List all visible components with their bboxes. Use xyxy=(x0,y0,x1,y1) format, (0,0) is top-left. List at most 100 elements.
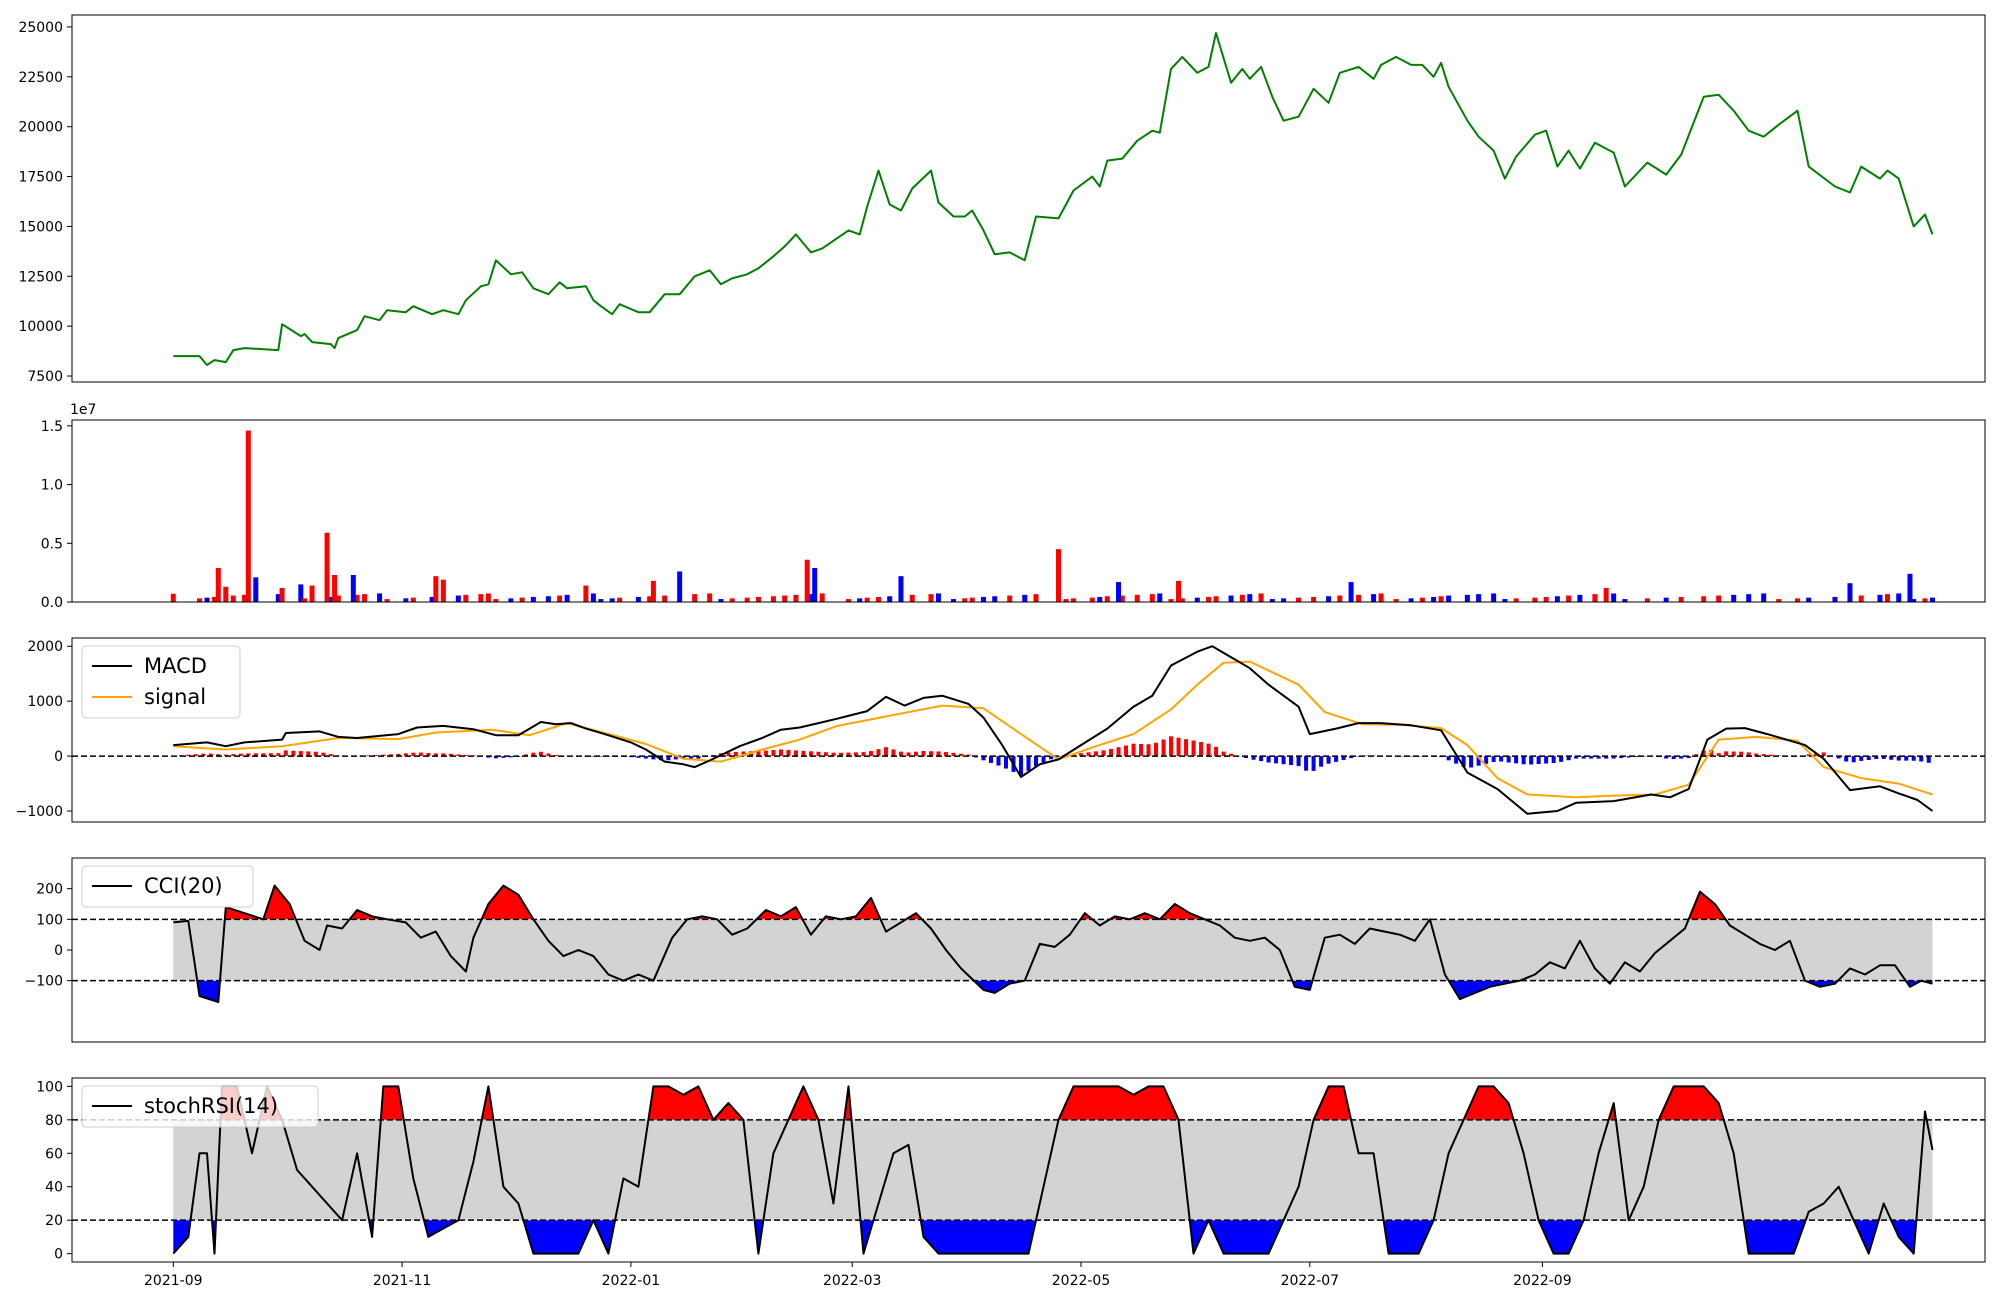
macd-histogram-bar xyxy=(1889,756,1894,760)
macd-histogram-bar xyxy=(1746,752,1751,757)
macd-histogram-bar xyxy=(388,754,393,757)
volume-bar xyxy=(1393,599,1399,602)
macd-histogram-bar xyxy=(868,751,873,757)
macd-histogram-bar xyxy=(666,756,671,761)
macd-histogram-bar xyxy=(1911,756,1916,761)
volume-bar xyxy=(962,598,968,602)
macd-histogram-bar xyxy=(883,747,888,757)
stochrsi-ytick-label: 40 xyxy=(45,1180,63,1196)
macd-histogram-bar xyxy=(1086,752,1091,757)
volume-bar xyxy=(1337,595,1343,602)
macd-histogram-bar xyxy=(778,749,783,757)
macd-histogram-bar xyxy=(1926,756,1931,763)
volume-bar xyxy=(1071,598,1077,602)
macd-histogram-bar xyxy=(1499,756,1504,762)
volume-bar xyxy=(493,599,499,602)
volume-bar xyxy=(1592,594,1598,602)
macd-histogram-bar xyxy=(1551,756,1556,763)
macd-histogram-bar xyxy=(726,752,731,757)
volume-bar xyxy=(744,597,750,602)
macd-histogram-bar xyxy=(508,756,513,758)
volume-bar xyxy=(887,596,893,602)
macd-histogram-bar xyxy=(1041,756,1046,763)
volume-bar xyxy=(1179,598,1185,602)
macd-histogram-bar xyxy=(643,756,648,759)
macd-histogram-bar xyxy=(306,751,311,757)
volume-bar xyxy=(1378,593,1384,602)
macd-histogram-bar xyxy=(1109,748,1114,757)
volume-bar xyxy=(1194,597,1200,602)
volume-bar xyxy=(1033,594,1039,602)
macd-histogram-bar xyxy=(1566,756,1571,761)
macd-histogram-bar xyxy=(1836,756,1841,759)
volume-bar xyxy=(992,596,998,602)
macd-histogram-bar xyxy=(1596,756,1601,759)
stochrsi-overbought-fill xyxy=(481,1086,494,1120)
fill-layer xyxy=(173,885,1933,1254)
macd-histogram-bar xyxy=(1536,756,1541,764)
volume-bar xyxy=(1176,580,1182,602)
macd-histogram-bar xyxy=(598,756,603,757)
macd-histogram-bar xyxy=(1169,736,1174,757)
cci-oversold-fill xyxy=(1805,980,1838,987)
volume-bar xyxy=(1513,598,1519,602)
macd-histogram-bar xyxy=(1341,756,1346,760)
macd-histogram-bar xyxy=(1079,753,1084,757)
macd-histogram-bar xyxy=(1049,756,1054,760)
macd-line xyxy=(173,645,1934,815)
volume-bar xyxy=(1554,596,1560,602)
stochrsi-oversold-fill xyxy=(523,1220,594,1254)
macd-histogram-bar xyxy=(1139,743,1144,757)
macd-histogram-bar xyxy=(538,751,543,757)
xtick-label: 2022-03 xyxy=(823,1273,882,1289)
macd-histogram-bar xyxy=(1521,756,1526,765)
macd-histogram-bar xyxy=(808,751,813,757)
macd-histogram-bar xyxy=(1184,739,1189,757)
macd-histogram-bar xyxy=(1469,756,1474,768)
volume-bar xyxy=(1532,597,1538,602)
macd-histogram-bar xyxy=(298,751,303,757)
macd-histogram-bar xyxy=(591,756,596,757)
macd-histogram-bar xyxy=(1229,753,1234,757)
macd-histogram-bar xyxy=(681,756,686,759)
volume-bar xyxy=(485,593,491,602)
volume-bar xyxy=(909,594,915,602)
macd-histogram-bar xyxy=(546,753,551,757)
macd-histogram-bar xyxy=(943,752,948,757)
stochrsi-overbought-fill xyxy=(380,1086,404,1120)
stochrsi-overbought-fill xyxy=(648,1086,714,1120)
macd-histogram-bar xyxy=(1574,756,1579,759)
macd-histogram-bar xyxy=(1821,752,1826,757)
volume-bar xyxy=(332,574,338,602)
volume-bar xyxy=(1858,595,1864,602)
volume-ytick-label: 1.0 xyxy=(41,478,63,494)
volume-bar xyxy=(1746,594,1752,602)
volume-bar xyxy=(530,596,536,602)
macd-histogram-bar xyxy=(906,752,911,757)
price-ytick-label: 20000 xyxy=(18,120,63,136)
price-ytick-label: 7500 xyxy=(27,369,63,385)
legend-layer: MACD signal CCI(20) stochRSI(14) xyxy=(81,645,319,1128)
volume-bar xyxy=(647,596,653,602)
macd-histogram-bar xyxy=(1124,745,1129,757)
macd-histogram-bar xyxy=(201,753,206,757)
volume-bar xyxy=(242,594,248,602)
stochrsi-ytick-label: 20 xyxy=(45,1213,63,1229)
volume-bar xyxy=(245,430,251,602)
macd-histogram-bar xyxy=(1919,756,1924,762)
macd-histogram-bar xyxy=(1709,750,1714,757)
macd-histogram-bar xyxy=(1559,756,1564,762)
volume-bar xyxy=(1678,596,1684,602)
macd-histogram-bar xyxy=(1611,756,1616,759)
volume-bar xyxy=(1922,598,1928,602)
volume-bar xyxy=(980,596,986,602)
cci-ytick-label: −100 xyxy=(25,974,63,990)
stochrsi-oversold-fill xyxy=(1208,1220,1284,1254)
volume-bar xyxy=(1063,599,1069,602)
macd-histogram-bar xyxy=(1274,756,1279,764)
macd-histogram-bar xyxy=(328,754,333,757)
macd-histogram-bar xyxy=(1191,740,1196,757)
volume-bar xyxy=(1247,594,1253,602)
volume-bar xyxy=(793,594,799,602)
volume-bar xyxy=(1408,598,1414,602)
